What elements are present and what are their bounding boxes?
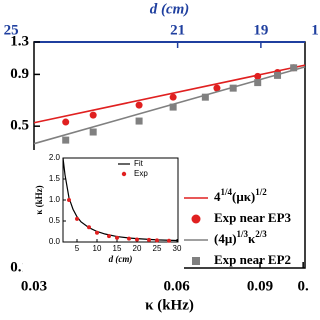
inset-x-axis-title: d (cm) — [109, 254, 133, 264]
inset-x-tick-label: 5 — [75, 244, 80, 253]
y-tick-label: 0.9 — [10, 66, 29, 82]
inset-x-tick-label: 25 — [153, 244, 162, 253]
inset-legend-label: Fit — [134, 159, 144, 168]
marker — [95, 230, 99, 235]
marker — [254, 72, 262, 80]
x-tick-label: 0.09 — [247, 278, 273, 294]
marker — [127, 236, 131, 241]
inset-background — [23, 150, 184, 272]
marker — [290, 64, 298, 72]
inset-x-tick-label: 15 — [113, 244, 122, 253]
inset-y-tick-label: 0.0 — [49, 237, 61, 246]
legend-label: 41/4(μκ)1/2 — [214, 187, 267, 204]
x2-tick-label: 1 — [311, 22, 319, 38]
inset-y-tick-label: 2.0 — [49, 153, 61, 162]
marker — [201, 93, 209, 101]
x2-tick-label: 25 — [4, 22, 19, 38]
marker — [107, 234, 111, 239]
inset-y-tick-label: 0.5 — [49, 216, 61, 225]
marker — [67, 198, 71, 202]
marker — [213, 84, 221, 92]
inset-y-axis-title: κ (kHz) — [34, 185, 44, 214]
inset-x-tick-label: 30 — [173, 244, 182, 253]
y-tick-label: 1.3 — [10, 33, 29, 49]
x-tick-label: 0. — [298, 278, 310, 294]
marker — [135, 237, 139, 242]
marker — [135, 101, 143, 109]
y-tick-label: 0.5 — [10, 118, 29, 134]
legend-label: (4μ)1/3κ2/3 — [214, 229, 267, 246]
marker — [169, 103, 177, 111]
marker — [87, 225, 91, 230]
marker — [155, 238, 159, 243]
inset-x-tick-label: 10 — [93, 244, 102, 253]
marker — [75, 216, 79, 221]
line — [33, 64, 306, 124]
legend-marker — [192, 257, 200, 265]
legend-label: Exp near EP2 — [214, 252, 291, 267]
marker — [147, 237, 151, 242]
x-tick-label: 0.03 — [21, 278, 47, 294]
inset-y-tick-label: 1.0 — [49, 195, 61, 204]
line — [33, 66, 306, 145]
inset-legend-marker — [121, 171, 127, 177]
inset-y-tick-label: 1.5 — [49, 174, 61, 183]
legend-marker — [191, 214, 201, 224]
marker — [135, 117, 143, 125]
marker — [115, 235, 119, 240]
marker — [167, 238, 171, 243]
x2-tick-label: 21 — [170, 22, 185, 38]
marker — [89, 128, 97, 136]
marker — [254, 79, 262, 87]
marker — [62, 118, 70, 126]
inset-x-tick-label: 20 — [133, 244, 142, 253]
legend-label: Exp near EP3 — [214, 210, 292, 225]
marker — [274, 71, 282, 79]
marker — [89, 111, 97, 119]
x2-tick-label: 19 — [253, 22, 268, 38]
x2-axis-title: d (cm) — [150, 1, 190, 17]
x-axis-title: κ (kHz) — [145, 297, 194, 313]
x-tick-label: 0.06 — [163, 278, 190, 294]
marker — [62, 136, 70, 144]
marker — [229, 84, 237, 92]
marker — [169, 93, 177, 101]
inset-legend-label: Exp — [134, 169, 148, 178]
